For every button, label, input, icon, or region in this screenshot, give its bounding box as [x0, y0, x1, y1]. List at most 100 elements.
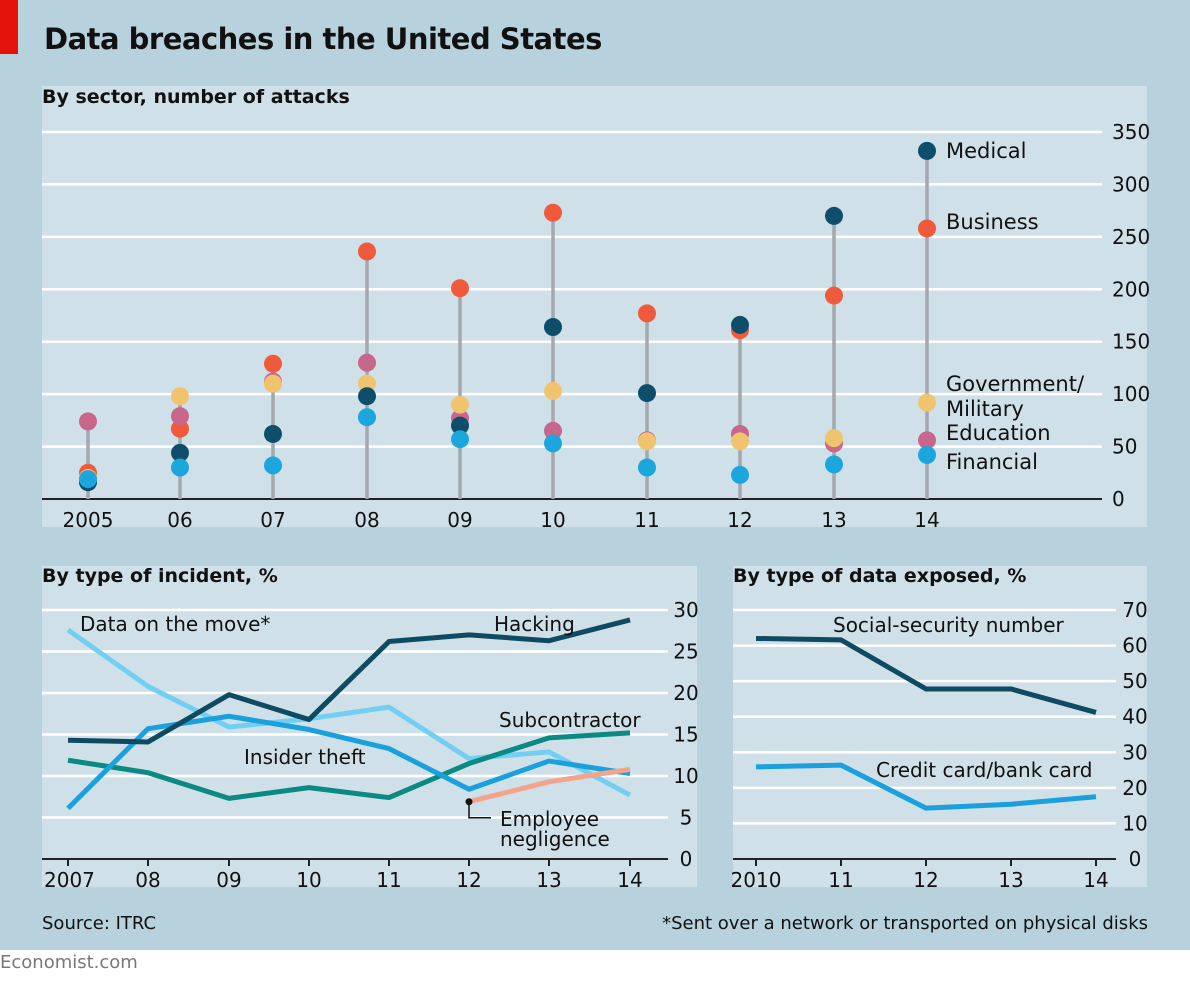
- dot-business: [264, 354, 282, 373]
- y-tick-label: 200: [1112, 277, 1150, 301]
- y-tick-label: 30: [673, 598, 698, 622]
- dot-government-military: [825, 429, 843, 448]
- x-tick-label: 06: [167, 508, 192, 532]
- dot-financial: [358, 408, 376, 427]
- series-label-employee-negligence: Employee: [500, 807, 599, 831]
- dot-financial: [544, 434, 562, 453]
- dot-financial: [918, 445, 936, 464]
- y-tick-label: 250: [1112, 225, 1150, 249]
- y-tick-label: 25: [673, 640, 698, 664]
- dot-education: [79, 412, 97, 431]
- dot-financial: [171, 458, 189, 477]
- panel-title-data-exposed: By type of data exposed, %: [733, 565, 1027, 587]
- line-hacking: [67, 617, 631, 745]
- source-note: Source: ITRC: [42, 913, 157, 934]
- x-tick-label: 2007: [44, 868, 95, 892]
- dot-medical: [918, 141, 936, 160]
- dot-medical: [264, 424, 282, 443]
- line-subcontractor: [67, 730, 631, 801]
- series-label-education: Education: [946, 421, 1051, 445]
- dot-financial: [264, 456, 282, 475]
- dot-government-military: [451, 395, 469, 414]
- line-credit-card-bank-card: [755, 762, 1097, 811]
- y-tick-label: 50: [1122, 669, 1147, 693]
- dot-business: [638, 304, 656, 323]
- dot-financial: [825, 455, 843, 474]
- y-tick-label: 20: [1122, 776, 1147, 800]
- panel-title-incident: By type of incident, %: [42, 565, 278, 587]
- x-tick-label: 2005: [63, 508, 114, 532]
- series-label-data-on-the-move: Data on the move*: [80, 612, 270, 636]
- y-tick-label: 40: [1122, 705, 1147, 729]
- panel-sector-background: [42, 86, 1147, 527]
- y-tick-label: 300: [1112, 172, 1150, 196]
- line-social-security-number: [755, 635, 1097, 715]
- dot-medical: [451, 416, 469, 435]
- y-tick-label: 10: [673, 764, 698, 788]
- x-tick-label: 10: [540, 508, 565, 532]
- chart-title: Data breaches in the United States: [44, 22, 602, 56]
- y-tick-label: 30: [1122, 740, 1147, 764]
- dot-government-military: [731, 432, 749, 451]
- x-tick-label: 14: [617, 868, 642, 892]
- brand-red-tag: [0, 0, 18, 54]
- dot-education: [544, 421, 562, 440]
- footnote: *Sent over a network or transported on p…: [662, 913, 1148, 934]
- series-label-insider-theft: Insider theft: [244, 745, 366, 769]
- series-label-government-military: Military: [946, 397, 1024, 421]
- dot-business: [544, 203, 562, 222]
- y-tick-label: 50: [1112, 435, 1137, 459]
- x-tick-label: 12: [456, 868, 481, 892]
- series-label-medical: Medical: [946, 139, 1026, 163]
- dot-financial: [79, 470, 97, 489]
- y-tick-label: 350: [1112, 120, 1150, 144]
- y-tick-label: 60: [1122, 634, 1147, 658]
- x-tick-label: 13: [821, 508, 846, 532]
- dot-financial: [731, 465, 749, 484]
- dot-medical: [544, 318, 562, 337]
- y-tick-label: 20: [673, 681, 698, 705]
- dot-financial: [638, 458, 656, 477]
- dot-medical: [825, 206, 843, 225]
- dot-government-military: [171, 387, 189, 406]
- series-label-hacking: Hacking: [494, 612, 575, 636]
- x-tick-label: 08: [354, 508, 379, 532]
- y-tick-label: 5: [680, 806, 693, 830]
- series-label-credit-card-bank-card: Credit card/bank card: [876, 758, 1092, 782]
- x-tick-label: 13: [998, 868, 1023, 892]
- dot-education: [171, 407, 189, 426]
- annotation-leader: [468, 801, 491, 819]
- series-label-business: Business: [946, 210, 1039, 234]
- panel-data-exposed-background: [733, 566, 1147, 887]
- credit-line: Economist.com: [0, 952, 138, 973]
- dot-education: [358, 353, 376, 372]
- dot-business: [825, 286, 843, 305]
- dot-government-military: [918, 393, 936, 412]
- dot-government-military: [264, 374, 282, 393]
- dot-medical: [731, 315, 749, 334]
- panel-title-sector: By sector, number of attacks: [42, 86, 350, 108]
- dot-business: [918, 219, 936, 238]
- dot-business: [171, 419, 189, 438]
- x-tick-label: 11: [634, 508, 659, 532]
- y-tick-label: 10: [1122, 811, 1147, 835]
- dot-government-military: [358, 374, 376, 393]
- series-label-subcontractor: Subcontractor: [499, 708, 641, 732]
- x-tick-label: 08: [135, 868, 160, 892]
- y-tick-label: 15: [673, 723, 698, 747]
- x-tick-label: 12: [913, 868, 938, 892]
- x-tick-label: 10: [296, 868, 321, 892]
- x-tick-label: 13: [536, 868, 561, 892]
- series-label-government-military: Government/: [946, 372, 1085, 396]
- x-tick-label: 09: [216, 868, 241, 892]
- dot-government-military: [638, 432, 656, 451]
- y-tick-label: 0: [1129, 847, 1142, 871]
- line-insider-theft: [66, 713, 631, 811]
- x-tick-label: 07: [260, 508, 285, 532]
- x-tick-label: 09: [447, 508, 472, 532]
- x-tick-label: 14: [914, 508, 939, 532]
- series-label-social-security-number: Social-security number: [833, 613, 1065, 637]
- y-tick-label: 0: [1112, 487, 1125, 511]
- dot-medical: [171, 443, 189, 462]
